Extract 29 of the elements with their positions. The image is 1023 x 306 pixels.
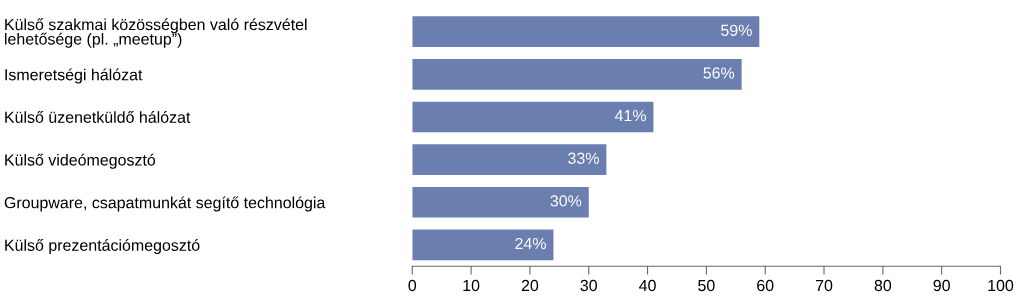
x-tick-label: 70 [815,279,833,292]
data-label: 56% [703,67,735,79]
y-tick-label: Külső prezentációmegosztó [5,239,200,255]
bar [412,16,760,48]
x-tick-label: 60 [757,279,774,292]
x-tick-label: 10 [463,279,480,292]
bar [412,229,554,261]
x-tick-label: 80 [874,279,892,292]
x-tick-label: 50 [698,279,715,292]
data-label: 33% [568,152,599,164]
bar [412,186,589,218]
data-label: 41% [614,110,646,122]
bar [412,101,654,133]
bar [412,144,607,175]
y-tick-label: Groupware, csapatmunkát segítő technológia [4,196,326,212]
data-label: 59% [721,24,752,36]
y-tick-label: Ismeretségi hálózat [5,68,143,84]
y-tick-label: Külső üzenetküldő hálózat [5,111,191,123]
y-tick-label: Külső videómegosztó [5,153,156,169]
x-tick-label: 100 [988,279,1014,292]
x-tick-label: 90 [933,279,950,292]
bar [412,58,742,90]
x-tick-label: 0 [408,279,417,292]
data-label: 24% [515,237,546,250]
y-tick-label: Külső szakmai közösségben való részvétel lehetősége (pl. „meetup”) [5,18,307,48]
data-label: 30% [550,195,582,207]
x-tick-label: 40 [639,279,656,292]
x-tick-label: 30 [580,279,597,292]
x-tick-label: 20 [521,279,539,292]
